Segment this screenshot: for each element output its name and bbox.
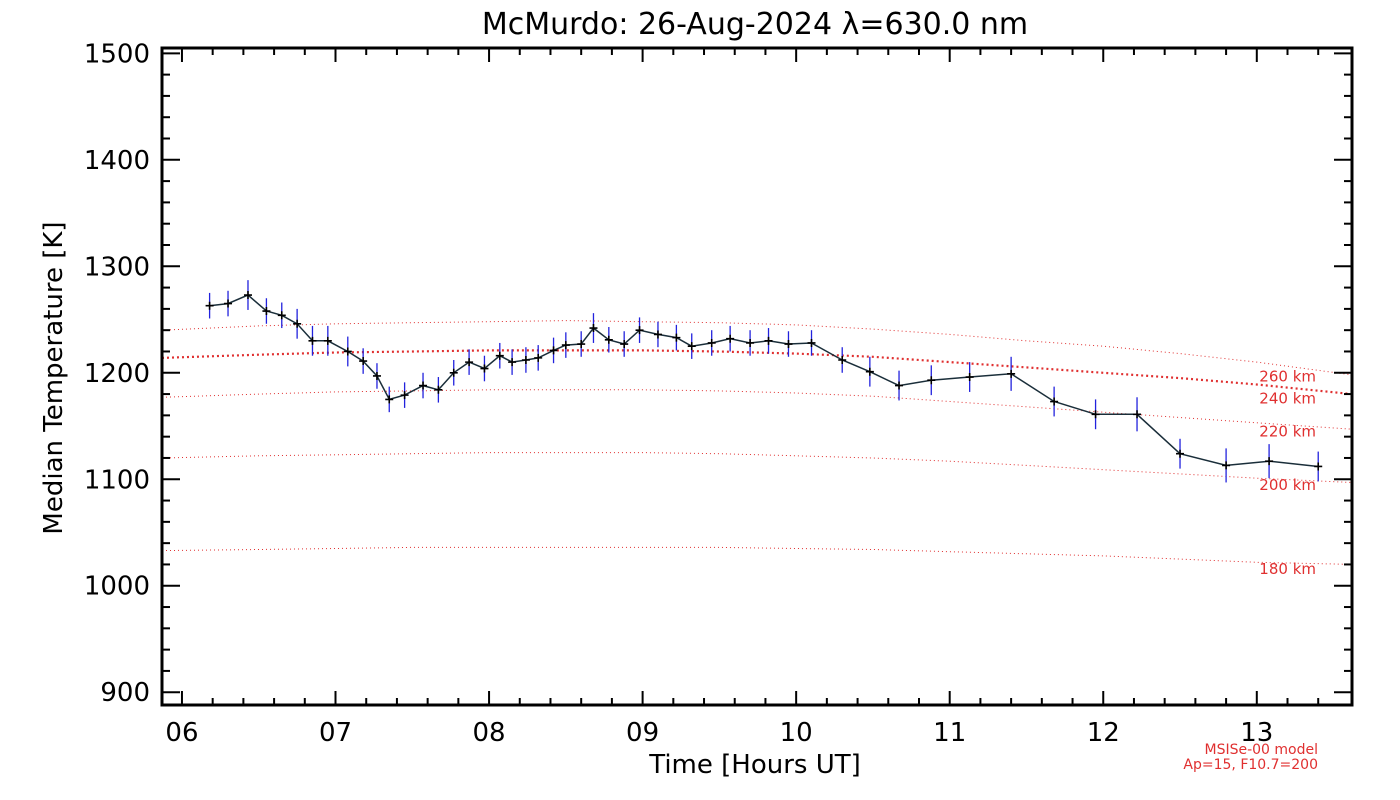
tick-labels: 06 07 08 09 10 11 12 13 900 1000 1100 1200 1300 1400 1… [84, 39, 1274, 748]
data-point [205, 301, 214, 310]
model-note-line-2: Ap=15, F10.7=200 [1183, 757, 1318, 773]
data-point [1133, 410, 1142, 419]
data-point [1050, 397, 1059, 406]
data-point [534, 353, 543, 362]
data-point [465, 358, 474, 367]
data-point [895, 381, 904, 390]
data-point [1007, 369, 1016, 378]
model-curve-3 [161, 452, 1353, 483]
model-label-0: 260 km [1259, 367, 1316, 385]
x-axis-title: Time [Hours UT] [648, 750, 861, 780]
data-point [1091, 410, 1100, 419]
x-tick-label: 12 [1087, 718, 1120, 748]
x-tick-label: 13 [1240, 718, 1273, 748]
data-point [385, 395, 394, 404]
x-tick-label: 07 [319, 718, 352, 748]
data-point [746, 338, 755, 347]
data-point [1222, 461, 1231, 470]
data-point [764, 336, 773, 345]
y-axis-title: Median Temperature [K] [39, 221, 69, 534]
y-tick-label: 1500 [84, 39, 150, 69]
data-point [480, 364, 489, 373]
model-curve-0 [161, 349, 1353, 396]
data-point [589, 324, 598, 333]
x-tick-label: 09 [626, 718, 659, 748]
x-tick-label: 11 [933, 718, 966, 748]
model-label-4: 180 km [1259, 560, 1316, 578]
data-point [1265, 457, 1274, 466]
data-point [561, 341, 570, 350]
y-tick-label: 900 [100, 678, 150, 708]
model-label-3: 200 km [1259, 476, 1316, 494]
data-point [277, 311, 286, 320]
model-curve-4 [161, 546, 1353, 565]
data-point [224, 299, 233, 308]
data-point [784, 340, 793, 349]
data-point [687, 342, 696, 351]
data-point [965, 373, 974, 382]
y-tick-label: 1200 [84, 359, 150, 389]
data-point [343, 347, 352, 356]
data-point [653, 330, 662, 339]
data-point [549, 346, 558, 355]
data-point [521, 355, 530, 364]
data-point [308, 336, 317, 345]
data-point [635, 326, 644, 335]
data-point [577, 340, 586, 349]
data-point [400, 391, 409, 400]
data-point [620, 340, 629, 349]
data-point [838, 355, 847, 364]
y-tick-label: 1400 [84, 146, 150, 176]
y-tick-label: 1100 [84, 465, 150, 495]
data-point [726, 334, 735, 343]
model-note-line-1: MSISe-00 model [1204, 742, 1318, 758]
data-point [495, 351, 504, 360]
model-curve-1 [161, 320, 1353, 376]
y-tick-label: 1000 [84, 572, 150, 602]
data-point [865, 367, 874, 376]
data-point [1314, 462, 1323, 471]
data-point [372, 371, 381, 380]
y-tick-label: 1300 [84, 252, 150, 282]
model-curves [161, 320, 1353, 565]
data-point [508, 358, 517, 367]
data-point [927, 376, 936, 385]
x-tick-label: 10 [780, 718, 813, 748]
x-tick-label: 06 [165, 718, 198, 748]
data-point [604, 335, 613, 344]
data-point [807, 338, 816, 347]
data-point [419, 381, 428, 390]
model-label-2: 220 km [1259, 423, 1316, 441]
model-labels: 260 km 240 km 220 km 200 km 180 km [1259, 367, 1316, 578]
data-line [209, 294, 1319, 468]
plot-frame [160, 46, 1354, 707]
data-point [359, 357, 368, 366]
data-point [672, 333, 681, 342]
data-point [262, 307, 271, 316]
data-series [205, 280, 1323, 483]
x-tick-label: 08 [473, 718, 506, 748]
data-point [323, 336, 332, 345]
data-point [243, 291, 252, 300]
data-point [449, 368, 458, 377]
data-point [434, 385, 443, 394]
axis-ticks [162, 48, 1352, 705]
data-point [707, 338, 716, 347]
data-point [293, 319, 302, 328]
model-label-1: 240 km [1259, 390, 1316, 408]
model-curve-2 [161, 389, 1353, 430]
data-point [1176, 449, 1185, 458]
chart-title: McMurdo: 26-Aug-2024 λ=630.0 nm [482, 7, 1028, 42]
